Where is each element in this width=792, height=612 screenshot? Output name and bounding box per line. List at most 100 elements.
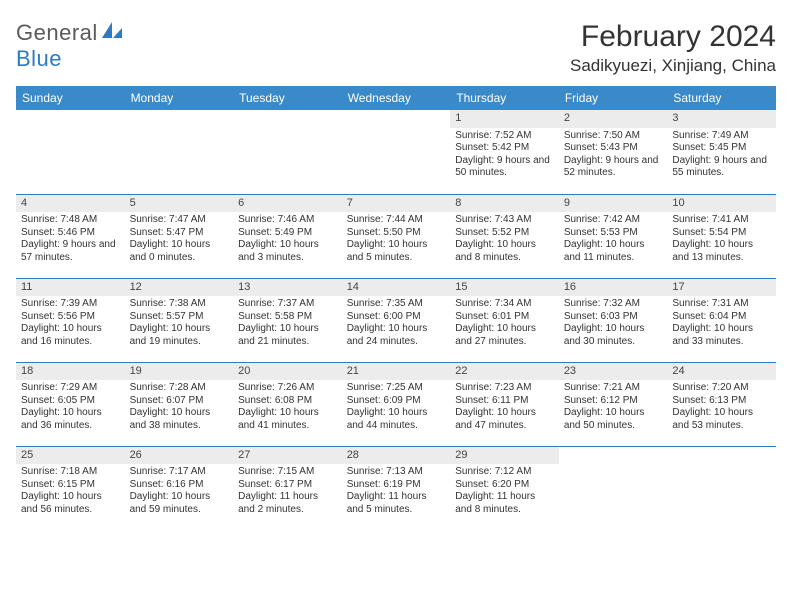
calendar-week-row: 1Sunrise: 7:52 AMSunset: 5:42 PMDaylight… — [16, 110, 776, 194]
calendar-table: SundayMondayTuesdayWednesdayThursdayFrid… — [16, 86, 776, 530]
sunrise-line: Sunrise: 7:17 AM — [130, 466, 229, 479]
day-content: Sunrise: 7:44 AMSunset: 5:50 PMDaylight:… — [342, 212, 451, 268]
location: Sadikyuezi, Xinjiang, China — [570, 56, 776, 76]
calendar-day-cell: 11Sunrise: 7:39 AMSunset: 5:56 PMDayligh… — [16, 278, 125, 362]
sunset-line: Sunset: 5:42 PM — [455, 142, 554, 155]
calendar-day-cell: 8Sunrise: 7:43 AMSunset: 5:52 PMDaylight… — [450, 194, 559, 278]
day-number: 14 — [342, 279, 451, 297]
sunset-line: Sunset: 6:01 PM — [455, 311, 554, 324]
calendar-day-cell: 7Sunrise: 7:44 AMSunset: 5:50 PMDaylight… — [342, 194, 451, 278]
sunrise-line: Sunrise: 7:41 AM — [672, 214, 771, 227]
day-number: 5 — [125, 195, 234, 213]
day-content: Sunrise: 7:18 AMSunset: 6:15 PMDaylight:… — [16, 464, 125, 520]
calendar-empty-cell — [559, 446, 668, 530]
day-content: Sunrise: 7:31 AMSunset: 6:04 PMDaylight:… — [667, 296, 776, 352]
day-number: 19 — [125, 363, 234, 381]
day-content: Sunrise: 7:52 AMSunset: 5:42 PMDaylight:… — [450, 128, 559, 184]
daylight-line: Daylight: 10 hours and 8 minutes. — [455, 239, 554, 264]
day-number: 1 — [450, 110, 559, 128]
weekday-header-row: SundayMondayTuesdayWednesdayThursdayFrid… — [16, 86, 776, 110]
day-content: Sunrise: 7:34 AMSunset: 6:01 PMDaylight:… — [450, 296, 559, 352]
sunrise-line: Sunrise: 7:50 AM — [564, 130, 663, 143]
sunrise-line: Sunrise: 7:52 AM — [455, 130, 554, 143]
day-content: Sunrise: 7:41 AMSunset: 5:54 PMDaylight:… — [667, 212, 776, 268]
sunrise-line: Sunrise: 7:13 AM — [347, 466, 446, 479]
daylight-line: Daylight: 10 hours and 5 minutes. — [347, 239, 446, 264]
sunset-line: Sunset: 6:15 PM — [21, 479, 120, 492]
sunrise-line: Sunrise: 7:34 AM — [455, 298, 554, 311]
calendar-day-cell: 28Sunrise: 7:13 AMSunset: 6:19 PMDayligh… — [342, 446, 451, 530]
daylight-line: Daylight: 10 hours and 19 minutes. — [130, 323, 229, 348]
sunset-line: Sunset: 6:03 PM — [564, 311, 663, 324]
day-number: 9 — [559, 195, 668, 213]
day-content: Sunrise: 7:20 AMSunset: 6:13 PMDaylight:… — [667, 380, 776, 436]
daylight-line: Daylight: 10 hours and 13 minutes. — [672, 239, 771, 264]
calendar-day-cell: 14Sunrise: 7:35 AMSunset: 6:00 PMDayligh… — [342, 278, 451, 362]
sunrise-line: Sunrise: 7:29 AM — [21, 382, 120, 395]
sunrise-line: Sunrise: 7:48 AM — [21, 214, 120, 227]
day-number: 2 — [559, 110, 668, 128]
daylight-line: Daylight: 10 hours and 11 minutes. — [564, 239, 663, 264]
sunrise-line: Sunrise: 7:31 AM — [672, 298, 771, 311]
page-title: February 2024 — [570, 20, 776, 54]
calendar-day-cell: 19Sunrise: 7:28 AMSunset: 6:07 PMDayligh… — [125, 362, 234, 446]
brand-name-b: Blue — [16, 46, 62, 71]
daylight-line: Daylight: 10 hours and 59 minutes. — [130, 491, 229, 516]
sunset-line: Sunset: 5:43 PM — [564, 142, 663, 155]
daylight-line: Daylight: 10 hours and 24 minutes. — [347, 323, 446, 348]
calendar-day-cell: 17Sunrise: 7:31 AMSunset: 6:04 PMDayligh… — [667, 278, 776, 362]
calendar-day-cell: 25Sunrise: 7:18 AMSunset: 6:15 PMDayligh… — [16, 446, 125, 530]
day-number: 17 — [667, 279, 776, 297]
calendar-day-cell: 1Sunrise: 7:52 AMSunset: 5:42 PMDaylight… — [450, 110, 559, 194]
daylight-line: Daylight: 10 hours and 44 minutes. — [347, 407, 446, 432]
sunrise-line: Sunrise: 7:15 AM — [238, 466, 337, 479]
sunset-line: Sunset: 5:53 PM — [564, 227, 663, 240]
calendar-week-row: 25Sunrise: 7:18 AMSunset: 6:15 PMDayligh… — [16, 446, 776, 530]
calendar-day-cell: 3Sunrise: 7:49 AMSunset: 5:45 PMDaylight… — [667, 110, 776, 194]
day-number: 18 — [16, 363, 125, 381]
day-number: 11 — [16, 279, 125, 297]
day-content: Sunrise: 7:38 AMSunset: 5:57 PMDaylight:… — [125, 296, 234, 352]
day-content: Sunrise: 7:35 AMSunset: 6:00 PMDaylight:… — [342, 296, 451, 352]
day-number: 4 — [16, 195, 125, 213]
day-content: Sunrise: 7:32 AMSunset: 6:03 PMDaylight:… — [559, 296, 668, 352]
sunset-line: Sunset: 6:17 PM — [238, 479, 337, 492]
calendar-day-cell: 24Sunrise: 7:20 AMSunset: 6:13 PMDayligh… — [667, 362, 776, 446]
day-content: Sunrise: 7:49 AMSunset: 5:45 PMDaylight:… — [667, 128, 776, 184]
calendar-day-cell: 10Sunrise: 7:41 AMSunset: 5:54 PMDayligh… — [667, 194, 776, 278]
brand-logo: GeneralBlue — [16, 20, 124, 72]
calendar-empty-cell — [16, 110, 125, 194]
weekday-header: Wednesday — [342, 86, 451, 110]
day-content: Sunrise: 7:23 AMSunset: 6:11 PMDaylight:… — [450, 380, 559, 436]
day-content: Sunrise: 7:28 AMSunset: 6:07 PMDaylight:… — [125, 380, 234, 436]
daylight-line: Daylight: 10 hours and 56 minutes. — [21, 491, 120, 516]
sunset-line: Sunset: 5:46 PM — [21, 227, 120, 240]
sunset-line: Sunset: 6:20 PM — [455, 479, 554, 492]
daylight-line: Daylight: 10 hours and 21 minutes. — [238, 323, 337, 348]
day-number: 21 — [342, 363, 451, 381]
sunrise-line: Sunrise: 7:46 AM — [238, 214, 337, 227]
sunset-line: Sunset: 6:05 PM — [21, 395, 120, 408]
day-number: 12 — [125, 279, 234, 297]
sunset-line: Sunset: 5:45 PM — [672, 142, 771, 155]
sunrise-line: Sunrise: 7:39 AM — [21, 298, 120, 311]
day-number: 8 — [450, 195, 559, 213]
day-number: 26 — [125, 447, 234, 465]
sunrise-line: Sunrise: 7:49 AM — [672, 130, 771, 143]
sunrise-line: Sunrise: 7:38 AM — [130, 298, 229, 311]
calendar-day-cell: 5Sunrise: 7:47 AMSunset: 5:47 PMDaylight… — [125, 194, 234, 278]
daylight-line: Daylight: 11 hours and 2 minutes. — [238, 491, 337, 516]
calendar-day-cell: 15Sunrise: 7:34 AMSunset: 6:01 PMDayligh… — [450, 278, 559, 362]
weekday-header: Friday — [559, 86, 668, 110]
day-number: 7 — [342, 195, 451, 213]
calendar-empty-cell — [125, 110, 234, 194]
weekday-header: Tuesday — [233, 86, 342, 110]
daylight-line: Daylight: 9 hours and 55 minutes. — [672, 155, 771, 180]
calendar-day-cell: 2Sunrise: 7:50 AMSunset: 5:43 PMDaylight… — [559, 110, 668, 194]
sunrise-line: Sunrise: 7:20 AM — [672, 382, 771, 395]
daylight-line: Daylight: 10 hours and 41 minutes. — [238, 407, 337, 432]
day-number: 28 — [342, 447, 451, 465]
day-content: Sunrise: 7:46 AMSunset: 5:49 PMDaylight:… — [233, 212, 342, 268]
day-content: Sunrise: 7:43 AMSunset: 5:52 PMDaylight:… — [450, 212, 559, 268]
day-number: 15 — [450, 279, 559, 297]
